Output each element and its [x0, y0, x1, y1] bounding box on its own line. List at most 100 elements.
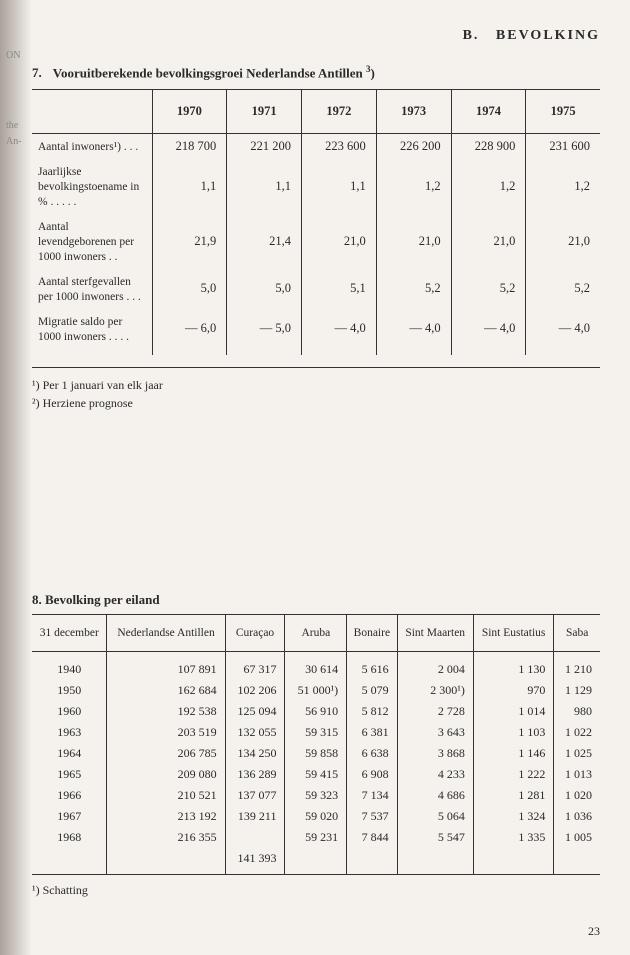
- table1-cell: 21,0: [526, 214, 600, 269]
- table1-cell: 21,0: [376, 214, 451, 269]
- table2-column-header: Sint Maarten: [397, 614, 473, 651]
- table2-cell: [107, 848, 225, 874]
- table2-cell: [397, 848, 473, 874]
- table1-row: Aantal levendgeborenen per 1000 inwoners…: [32, 214, 600, 269]
- table2-cell: 1 222: [473, 764, 554, 785]
- table1-footnotes: ¹) Per 1 januari van elk jaar ²) Herzien…: [32, 376, 600, 412]
- table2-cell: 1966: [32, 785, 107, 806]
- table1-cell: 1,2: [451, 159, 526, 214]
- table2-cell: 7 537: [347, 806, 397, 827]
- margin-text-2: the: [6, 120, 18, 132]
- table2-cell: 59 415: [285, 764, 347, 785]
- table2-cell: 5 812: [347, 701, 397, 722]
- page-number: 23: [588, 924, 600, 939]
- table1-cell: 226 200: [376, 134, 451, 159]
- table2-cell: 107 891: [107, 651, 225, 680]
- table1-cell: — 5,0: [227, 309, 302, 355]
- table1-cell: 223 600: [302, 134, 377, 159]
- table2-cell: 5 064: [397, 806, 473, 827]
- table1-row: Migratie saldo per 1000 inwoners . . . .…: [32, 309, 600, 355]
- table2-cell: 210 521: [107, 785, 225, 806]
- table1: 1970 1971 1972 1973 1974 1975 Aantal inw…: [32, 89, 600, 354]
- table2-column-header: Nederlandse Antillen: [107, 614, 225, 651]
- table2-footnote-text: ¹) Schatting: [32, 881, 600, 899]
- table2-cell: 1968: [32, 827, 107, 848]
- table1-title-text: Vooruitberekende bevolkingsgroei Nederla…: [53, 65, 363, 80]
- table2-cell: 6 638: [347, 743, 397, 764]
- table2-cell: 1 324: [473, 806, 554, 827]
- table2-cell: 5 616: [347, 651, 397, 680]
- table2-cell: 1 013: [554, 764, 600, 785]
- table2-cell: 1 210: [554, 651, 600, 680]
- table2-cell: 134 250: [225, 743, 285, 764]
- table1-cell: 1,1: [227, 159, 302, 214]
- table1-cell: — 6,0: [152, 309, 227, 355]
- table2-column-header: 31 december: [32, 614, 107, 651]
- table2-row: 141 393: [32, 848, 600, 874]
- table1-cell: 5,0: [227, 269, 302, 309]
- table1-number: 7.: [32, 65, 42, 80]
- table2-row: 1950162 684102 20651 000¹)5 0792 300¹)97…: [32, 680, 600, 701]
- table2-column-header: Aruba: [285, 614, 347, 651]
- table2-row: 1960192 538125 09456 9105 8122 7281 0149…: [32, 701, 600, 722]
- table2-cell: 30 614: [285, 651, 347, 680]
- margin-text-3: An-: [6, 136, 22, 148]
- table1-header-row: 1970 1971 1972 1973 1974 1975: [32, 90, 600, 134]
- table1-title: 7. Vooruitberekende bevolkingsgroei Nede…: [32, 64, 600, 81]
- table2-cell: 1964: [32, 743, 107, 764]
- table2-cell: 132 055: [225, 722, 285, 743]
- table1-row: Jaarlijkse bevolkingstoename in % . . . …: [32, 159, 600, 214]
- table2-cell: 1 025: [554, 743, 600, 764]
- table2-title: 8. Bevolking per eiland: [32, 592, 600, 608]
- table2-cell: 56 910: [285, 701, 347, 722]
- table2-row: 1964206 785134 25059 8586 6383 8681 1461…: [32, 743, 600, 764]
- table2-cell: 1 036: [554, 806, 600, 827]
- table2-cell: 1950: [32, 680, 107, 701]
- table1-header-empty: [32, 90, 152, 134]
- table2-row: 1963203 519132 05559 3156 3813 6431 1031…: [32, 722, 600, 743]
- table1-cell: 5,0: [152, 269, 227, 309]
- table2-cell: 2 004: [397, 651, 473, 680]
- table2-title-text: Bevolking per eiland: [45, 592, 160, 607]
- table2-cell: 137 077: [225, 785, 285, 806]
- table2-cell: 4 233: [397, 764, 473, 785]
- table1-cell: 21,9: [152, 214, 227, 269]
- table1-cell: — 4,0: [376, 309, 451, 355]
- table1-year-5: 1975: [526, 90, 600, 134]
- table2-cell: 51 000¹): [285, 680, 347, 701]
- table1-cell: 1,2: [376, 159, 451, 214]
- table2-cell: [32, 848, 107, 874]
- table2-cell: 216 355: [107, 827, 225, 848]
- table2-cell: 192 538: [107, 701, 225, 722]
- table2-cell: [347, 848, 397, 874]
- table2-cell: [554, 848, 600, 874]
- table1-cell: 231 600: [526, 134, 600, 159]
- table2-cell: 6 908: [347, 764, 397, 785]
- table2-cell: 59 858: [285, 743, 347, 764]
- table2-cell: 206 785: [107, 743, 225, 764]
- table2-cell: 213 192: [107, 806, 225, 827]
- section-title: BEVOLKING: [496, 28, 600, 43]
- table1-footnote-2: ²) Herziene prognose: [32, 394, 600, 412]
- table2-cell: 1960: [32, 701, 107, 722]
- table2-cell: 162 684: [107, 680, 225, 701]
- table2-cell: 1963: [32, 722, 107, 743]
- table2-cell: 7 134: [347, 785, 397, 806]
- table1-cell: 1,1: [152, 159, 227, 214]
- table2-cell: 1 022: [554, 722, 600, 743]
- table2-cell: 1965: [32, 764, 107, 785]
- table2-cell: 3 643: [397, 722, 473, 743]
- table2-footnote: ¹) Schatting: [32, 881, 600, 899]
- table1-cell: 5,1: [302, 269, 377, 309]
- table2-row: 1967213 192139 21159 0207 5375 0641 3241…: [32, 806, 600, 827]
- table1-cell: 228 900: [451, 134, 526, 159]
- table2-column-header: Curaçao: [225, 614, 285, 651]
- table2-cell: 59 315: [285, 722, 347, 743]
- table2-cell: 980: [554, 701, 600, 722]
- table1-year-2: 1972: [302, 90, 377, 134]
- table1-cell: 1,1: [302, 159, 377, 214]
- table1-row-label: Aantal levendgeborenen per 1000 inwoners…: [32, 214, 152, 269]
- table2-cell: [473, 848, 554, 874]
- table2-cell: 5 547: [397, 827, 473, 848]
- table2-cell: [225, 827, 285, 848]
